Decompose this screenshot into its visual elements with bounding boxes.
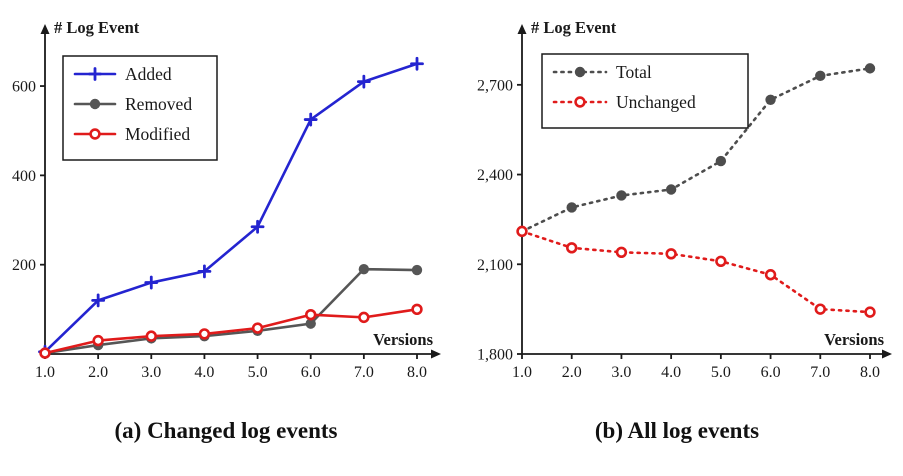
svg-text:Versions: Versions: [373, 330, 433, 349]
svg-text:4.0: 4.0: [194, 364, 214, 381]
svg-text:5.0: 5.0: [248, 364, 268, 381]
chart-b-caption: (b) All log events: [594, 418, 760, 443]
svg-text:600: 600: [12, 79, 36, 96]
svg-text:200: 200: [12, 257, 36, 274]
svg-text:Modified: Modified: [125, 124, 190, 144]
chart-b-canvas: 1,800 2,100 2,400 2,700 1.0 2.0 3.0 4.0 5.0 6.0 7.…: [477, 18, 892, 381]
svg-text:# Log Event: # Log Event: [54, 18, 140, 37]
svg-text:Unchanged: Unchanged: [616, 92, 696, 112]
svg-text:2,700: 2,700: [477, 77, 513, 94]
svg-text:4.0: 4.0: [661, 364, 681, 381]
svg-text:Added: Added: [125, 64, 172, 84]
chart-a: 200 400 600 1.0 2.0 3.0 4.0 5.0 6.0 7.0 8.0 # Log E…: [1, 10, 452, 476]
svg-text:1.0: 1.0: [35, 364, 55, 381]
svg-text:Removed: Removed: [125, 94, 192, 114]
chart-b: 1,800 2,100 2,400 2,700 1.0 2.0 3.0 4.0 5.0 6.0 7.…: [452, 10, 903, 476]
svg-text:400: 400: [12, 168, 36, 185]
svg-text:7.0: 7.0: [354, 364, 374, 381]
svg-text:6.0: 6.0: [301, 364, 321, 381]
svg-text:2,400: 2,400: [477, 167, 513, 184]
svg-text:8.0: 8.0: [860, 364, 880, 381]
svg-text:1.0: 1.0: [512, 364, 532, 381]
svg-text:2.0: 2.0: [562, 364, 582, 381]
chart-a-caption: (a) Changed log events: [114, 418, 338, 443]
svg-text:2,100: 2,100: [477, 257, 513, 274]
svg-text:2.0: 2.0: [88, 364, 108, 381]
svg-text:3.0: 3.0: [141, 364, 161, 381]
svg-text:# Log Event: # Log Event: [531, 18, 617, 37]
chart-a-canvas: 200 400 600 1.0 2.0 3.0 4.0 5.0 6.0 7.0 8.0 # Log E…: [12, 18, 441, 381]
svg-text:6.0: 6.0: [761, 364, 781, 381]
svg-text:5.0: 5.0: [711, 364, 731, 381]
svg-text:1,800: 1,800: [477, 347, 513, 364]
svg-text:7.0: 7.0: [810, 364, 830, 381]
svg-text:8.0: 8.0: [407, 364, 427, 381]
svg-text:3.0: 3.0: [611, 364, 631, 381]
svg-text:Versions: Versions: [824, 330, 884, 349]
svg-text:Total: Total: [616, 62, 652, 82]
